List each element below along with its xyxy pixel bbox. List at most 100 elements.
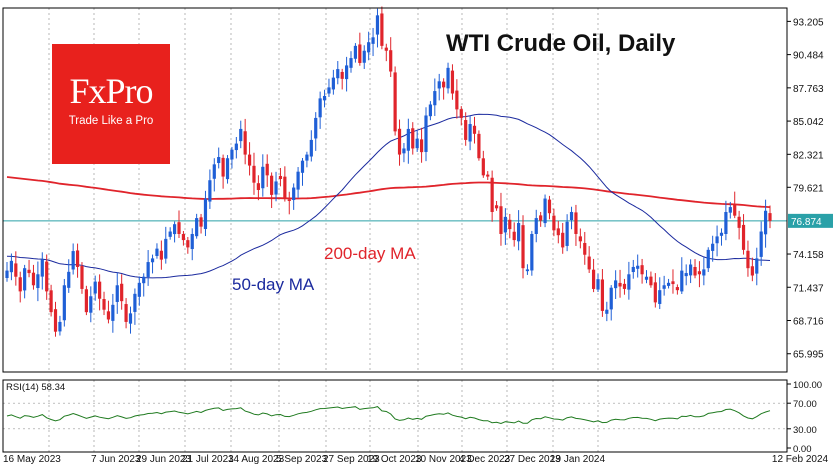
y-tick-label: 71.437 — [793, 283, 824, 294]
x-tick-label: 21 Jul 2023 — [182, 454, 234, 465]
candle-body — [556, 228, 560, 236]
y-tick-label: 90.484 — [793, 51, 824, 62]
candle-body — [583, 242, 587, 255]
x-tick-label: 27 Dec 2023 — [504, 454, 561, 465]
candle-body — [318, 98, 322, 118]
candle-body — [181, 234, 186, 241]
candle-body — [309, 139, 313, 157]
candle-body — [384, 47, 388, 51]
candle-body — [102, 299, 106, 310]
candle-body — [80, 266, 84, 289]
rsi-panel-frame — [2, 379, 788, 453]
y-tick-label: 79.621 — [793, 183, 824, 194]
candle-body — [375, 15, 380, 35]
candle-body — [133, 293, 137, 312]
candle-body — [150, 258, 155, 263]
candle-body — [406, 128, 410, 151]
candle-body — [419, 139, 424, 153]
candle-body — [442, 81, 446, 88]
candle-body — [481, 158, 485, 176]
candle-body — [106, 311, 111, 320]
candle-body — [517, 222, 521, 242]
candle-body — [600, 279, 605, 311]
x-tick-label: 16 May 2023 — [3, 454, 61, 465]
candle-body — [437, 81, 441, 89]
current-price-badge — [788, 213, 833, 228]
candle-body — [411, 128, 415, 149]
candle-body — [671, 281, 675, 285]
candle-body — [702, 269, 706, 276]
candle-body — [697, 271, 702, 275]
chart-title: WTI Crude Oil, Daily — [446, 30, 676, 57]
y-tick-label: 93.205 — [793, 17, 824, 28]
x-tick-label: 29 Jun 2023 — [136, 454, 191, 465]
candle-body — [120, 283, 124, 302]
moving-averages: 200-day MA 50-day MA — [6, 113, 771, 294]
candle-body — [622, 283, 627, 289]
candle-body — [486, 174, 490, 177]
candle-body — [512, 231, 516, 241]
candle-body — [499, 206, 503, 234]
candle-body — [45, 261, 49, 292]
candle-body — [239, 128, 243, 142]
candle-body — [111, 304, 115, 321]
candle-body — [53, 309, 58, 332]
candle-body — [578, 236, 582, 242]
candle-body — [124, 304, 128, 322]
candle-body — [534, 218, 538, 234]
candle-body — [265, 163, 269, 176]
candle-body — [653, 282, 657, 303]
y-tick-label: 87.763 — [793, 84, 824, 95]
candle-body — [552, 215, 556, 231]
candle-body — [746, 250, 750, 269]
brand-logo: FxPro Trade Like a Pro — [52, 44, 170, 164]
y-tick-label: 85.042 — [793, 117, 824, 128]
candle-body — [247, 154, 252, 166]
candle-body — [300, 160, 305, 173]
rsi-label: RSI(14) 58.34 — [6, 382, 65, 393]
candle-body — [525, 269, 530, 272]
candle-body — [49, 290, 53, 313]
candle-body — [728, 207, 732, 213]
candle-body — [217, 157, 221, 164]
candle-body — [468, 124, 472, 142]
candle-body — [459, 109, 463, 118]
candle-body — [464, 120, 468, 140]
candle-body — [168, 231, 172, 237]
candle-body — [199, 217, 203, 227]
candle-body — [362, 50, 366, 63]
candle-body — [186, 240, 190, 248]
candle-body — [164, 238, 168, 259]
candle-body — [23, 268, 27, 291]
candle-body — [358, 44, 362, 63]
candle-body — [349, 58, 353, 68]
candle-body — [587, 256, 591, 270]
candle-body — [631, 266, 635, 273]
x-tick-label: 12 Feb 2024 — [772, 454, 829, 465]
candle-body — [561, 232, 565, 248]
candle-body — [759, 231, 763, 257]
candle-body — [18, 277, 22, 292]
rsi-tick-label: 0.00 — [793, 444, 812, 455]
candle-body — [565, 221, 569, 246]
candle-body — [737, 216, 741, 228]
candle-body — [75, 250, 80, 267]
candle-body — [261, 166, 265, 189]
price-panel-frame — [2, 7, 788, 373]
candle-body — [741, 224, 746, 250]
candle-body — [305, 154, 309, 161]
ma200-line — [6, 176, 771, 208]
candle-body — [415, 138, 419, 149]
candle-body — [574, 212, 578, 234]
candle-body — [666, 282, 671, 286]
candle-body — [128, 313, 133, 324]
candle-body — [31, 272, 36, 286]
candle-body — [71, 251, 75, 270]
candle-body — [40, 259, 44, 277]
candle-body — [662, 285, 666, 289]
candle-body — [680, 270, 684, 292]
candle-body — [36, 274, 40, 289]
